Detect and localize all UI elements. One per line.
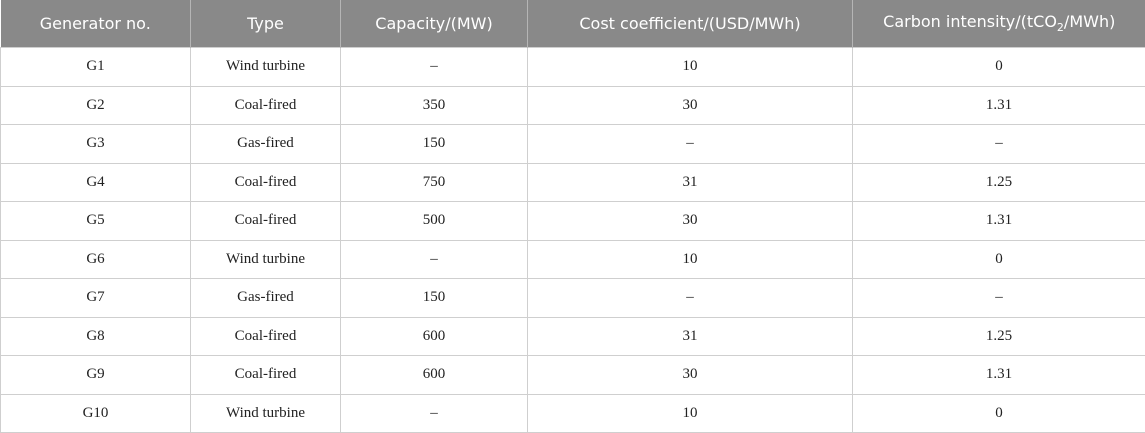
- table-cell: 1.31: [852, 355, 1145, 395]
- table-cell: 10: [527, 393, 853, 433]
- table-cell: –: [527, 278, 853, 318]
- table-cell: 1.25: [852, 162, 1145, 202]
- table-cell: Gas-fired: [190, 124, 341, 164]
- table-cell: –: [527, 124, 853, 164]
- header-text: Carbon intensity/(tCO: [883, 12, 1057, 32]
- table-cell: 0: [852, 47, 1145, 87]
- table-cell: Wind turbine: [190, 393, 341, 433]
- table-cell: G7: [0, 278, 191, 318]
- table-cell: Coal-fired: [190, 162, 341, 202]
- table-cell: –: [852, 278, 1145, 318]
- table-cell: 0: [852, 239, 1145, 279]
- table-cell: 350: [340, 85, 528, 125]
- table-row: G1 Wind turbine –10 0: [0, 47, 1145, 87]
- table-cell: 1.31: [852, 201, 1145, 241]
- table-row: G9 Coal-fired 600 30 1.31: [0, 355, 1145, 395]
- table-cell: 30: [527, 201, 853, 241]
- table-cell: 1.25: [852, 316, 1145, 356]
- table-cell: 150: [340, 278, 528, 318]
- table-body: G1 Wind turbine –10 0 G2 Coal-fired 350 30 1.31 G…: [0, 47, 1145, 433]
- table-row: G10 Wind turbine –10 0: [0, 393, 1145, 433]
- table-row: G8 Coal-fired 600 31 1.25: [0, 316, 1145, 356]
- table-cell: Coal-fired: [190, 201, 341, 241]
- header-text: /MWh): [1063, 12, 1116, 32]
- table-cell: G2: [0, 85, 191, 125]
- table-cell: G5: [0, 201, 191, 241]
- table-cell: Gas-fired: [190, 278, 341, 318]
- header-row: Generator no. Type Capacity/(MW) Cost coeff…: [0, 0, 1145, 48]
- table-cell: 31: [527, 162, 853, 202]
- table-cell: Wind turbine: [190, 239, 341, 279]
- table-cell: 30: [527, 355, 853, 395]
- table-cell: 600: [340, 355, 528, 395]
- table-cell: 31: [527, 316, 853, 356]
- table-cell: G4: [0, 162, 191, 202]
- table-cell: G3: [0, 124, 191, 164]
- table-row: G3 Gas-fired 150– –: [0, 124, 1145, 164]
- table-cell: –: [852, 124, 1145, 164]
- table-cell: Coal-fired: [190, 85, 341, 125]
- table-cell: 30: [527, 85, 853, 125]
- table-cell: –: [340, 47, 528, 87]
- table-row: G5 Coal-fired 500 30 1.31: [0, 201, 1145, 241]
- table-cell: 150: [340, 124, 528, 164]
- table-row: G2 Coal-fired 350 30 1.31: [0, 85, 1145, 125]
- table-cell: 750: [340, 162, 528, 202]
- table-cell: 0: [852, 393, 1145, 433]
- table-cell: 600: [340, 316, 528, 356]
- table-cell: G8: [0, 316, 191, 356]
- table-row: G4 Coal-fired 750 31 1.25: [0, 162, 1145, 202]
- table-cell: G10: [0, 393, 191, 433]
- table-cell: 500: [340, 201, 528, 241]
- table-row: G7 Gas-fired 150– –: [0, 278, 1145, 318]
- table-cell: Coal-fired: [190, 355, 341, 395]
- header-subscript: 2: [1056, 21, 1064, 35]
- table-cell: –: [340, 239, 528, 279]
- table-cell: G6: [0, 239, 191, 279]
- table-cell: G9: [0, 355, 191, 395]
- table-cell: Wind turbine: [190, 47, 341, 87]
- table-cell: 10: [527, 47, 853, 87]
- table-cell: –: [340, 393, 528, 433]
- table-cell: G1: [0, 47, 191, 87]
- column-header: Carbon intensity/(tCO2/MWh): [852, 0, 1145, 48]
- column-header: Type: [190, 0, 341, 48]
- column-header: Generator no.: [0, 0, 191, 48]
- column-header: Cost coefficient/(USD/MWh): [527, 0, 853, 48]
- table-cell: Coal-fired: [190, 316, 341, 356]
- table-cell: 1.31: [852, 85, 1145, 125]
- column-header: Capacity/(MW): [340, 0, 528, 48]
- table-cell: 10: [527, 239, 853, 279]
- table-row: G6 Wind turbine –10 0: [0, 239, 1145, 279]
